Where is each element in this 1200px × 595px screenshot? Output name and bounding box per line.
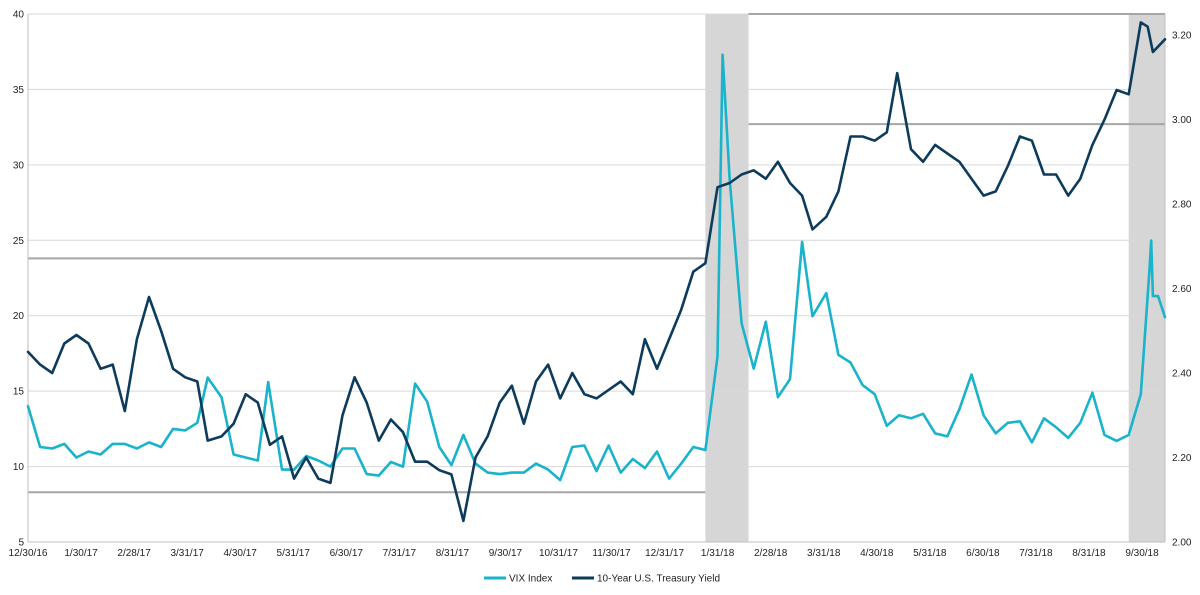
x-tick-label: 1/30/17 [64,548,98,559]
y-right-tick-label: 2.80 [1172,200,1192,211]
y-right-tick-label: 2.20 [1172,453,1192,464]
reference-lines [28,13,1165,494]
x-tick-label: 3/31/18 [807,548,841,559]
legend-label-vix: VIX Index [509,574,552,585]
x-tick-label: 8/31/18 [1072,548,1106,559]
series-lines [26,21,1167,523]
series-line-vix [26,53,1167,482]
y-left-tick-label: 30 [13,160,25,171]
y-left-tick-label: 25 [13,236,25,247]
legend-label-treasury-yield: 10-Year U.S. Treasury Yield [597,574,720,585]
y-left-tick-label: 20 [13,311,25,322]
legend: VIX Index 10-Year U.S. Treasury Yield [484,574,720,585]
axes [27,14,1166,543]
x-tick-label: 7/31/17 [383,548,417,559]
y-right-tick-label: 2.00 [1172,538,1192,549]
y-left-tick-label: 40 [13,10,25,21]
x-tick-label: 7/31/18 [1019,548,1053,559]
shaded-period-2 [1128,14,1165,542]
x-tick-label: 8/31/17 [436,548,470,559]
y-left-tick-label: 35 [13,85,25,96]
y-right-tick-label: 3.20 [1172,31,1192,42]
y-right-tick-label: 3.00 [1172,115,1192,126]
x-tick-label: 9/30/18 [1125,548,1159,559]
series-line-treasury-yield [26,21,1167,523]
shaded-periods [705,14,1165,542]
x-tick-label: 12/30/16 [9,548,48,559]
x-tick-label: 5/31/17 [277,548,311,559]
x-tick-label: 10/31/17 [539,548,578,559]
x-tick-label: 11/30/17 [592,548,631,559]
x-tick-label: 4/30/17 [224,548,258,559]
x-tick-label: 6/30/18 [966,548,1000,559]
x-tick-label: 6/30/17 [330,548,364,559]
x-tick-label: 2/28/18 [754,548,788,559]
x-tick-label: 12/31/17 [645,548,684,559]
x-tick-label: 3/31/17 [170,548,204,559]
x-tick-label: 1/31/18 [701,548,735,559]
x-tick-label: 2/28/17 [117,548,151,559]
y-left-tick-label: 10 [13,462,25,473]
x-tick-label: 9/30/17 [489,548,523,559]
y-left-tick-label: 15 [13,387,25,398]
x-tick-label: 5/31/18 [913,548,947,559]
x-tick-label: 4/30/18 [860,548,894,559]
y-right-tick-label: 2.60 [1172,284,1192,295]
y-right-tick-label: 2.40 [1172,369,1192,380]
shaded-period-1 [705,14,749,542]
tick-labels: 5 10 15 20 25 30 35 40 2.00 2.20 2.40 2.60 2.80 3.00 3… [9,10,1192,560]
y-left-tick-label: 5 [18,538,24,549]
